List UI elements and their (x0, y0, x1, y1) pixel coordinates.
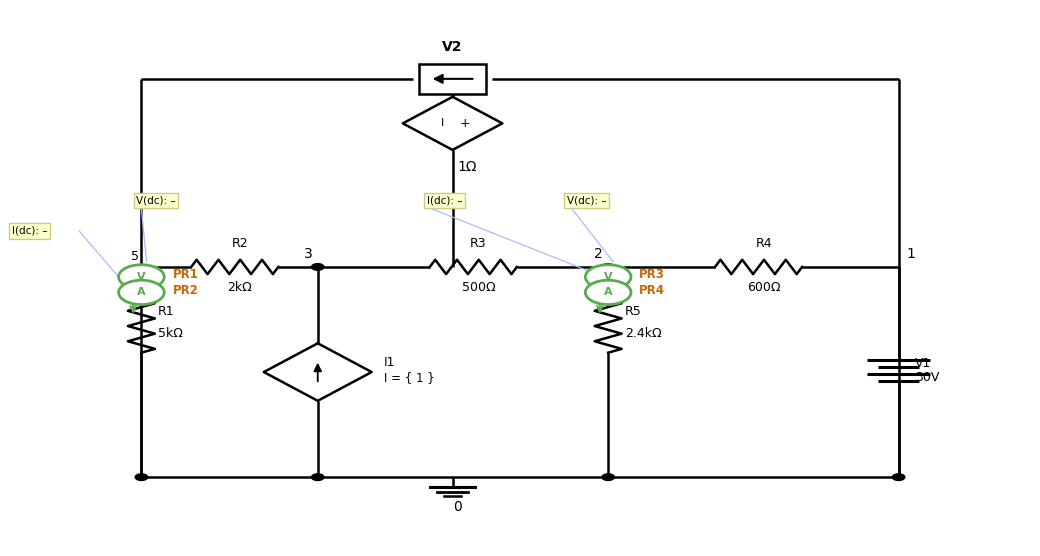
Circle shape (586, 265, 631, 289)
Text: 2.4kΩ: 2.4kΩ (625, 327, 661, 340)
Text: 5kΩ: 5kΩ (158, 327, 183, 340)
Circle shape (135, 474, 148, 480)
Text: I(dc): –: I(dc): – (11, 226, 47, 236)
Text: R4: R4 (755, 237, 772, 250)
Text: A: A (604, 287, 613, 297)
Text: V(dc): –: V(dc): – (136, 196, 176, 206)
Text: PR3: PR3 (640, 268, 666, 281)
Circle shape (119, 265, 164, 289)
Text: I = { 1 }: I = { 1 } (384, 371, 435, 384)
Circle shape (312, 264, 324, 270)
Circle shape (119, 280, 164, 305)
Text: 30V: 30V (915, 371, 939, 384)
Text: 0: 0 (453, 500, 462, 514)
Polygon shape (402, 97, 502, 150)
Text: I: I (441, 118, 444, 128)
Text: +: + (460, 117, 470, 130)
Text: R1: R1 (158, 305, 175, 317)
Text: 2kΩ: 2kΩ (228, 281, 253, 294)
Text: 1Ω: 1Ω (458, 160, 477, 173)
Polygon shape (264, 343, 371, 401)
Text: 1: 1 (907, 247, 916, 261)
Text: V2: V2 (442, 39, 463, 54)
Circle shape (312, 474, 324, 480)
Text: A: A (137, 287, 146, 297)
Text: 500Ω: 500Ω (462, 281, 495, 294)
Text: 600Ω: 600Ω (747, 281, 780, 294)
Text: I(dc): –: I(dc): – (426, 196, 462, 206)
Text: R2: R2 (232, 237, 249, 250)
Circle shape (602, 474, 615, 480)
Text: I1: I1 (384, 356, 395, 369)
Circle shape (602, 264, 615, 270)
Text: V(dc): –: V(dc): – (567, 196, 606, 206)
Text: 5: 5 (131, 250, 139, 262)
Text: 3: 3 (304, 247, 313, 261)
Text: R3: R3 (470, 237, 487, 250)
Circle shape (586, 280, 631, 305)
Circle shape (892, 474, 905, 480)
Text: PR4: PR4 (640, 284, 666, 297)
Text: R5: R5 (625, 305, 642, 317)
Text: PR1: PR1 (173, 268, 199, 281)
Text: V1: V1 (915, 358, 932, 370)
Text: PR2: PR2 (173, 284, 199, 297)
Text: V: V (137, 272, 146, 282)
Text: V: V (604, 272, 613, 282)
Text: 2: 2 (594, 247, 603, 261)
FancyBboxPatch shape (419, 63, 487, 94)
